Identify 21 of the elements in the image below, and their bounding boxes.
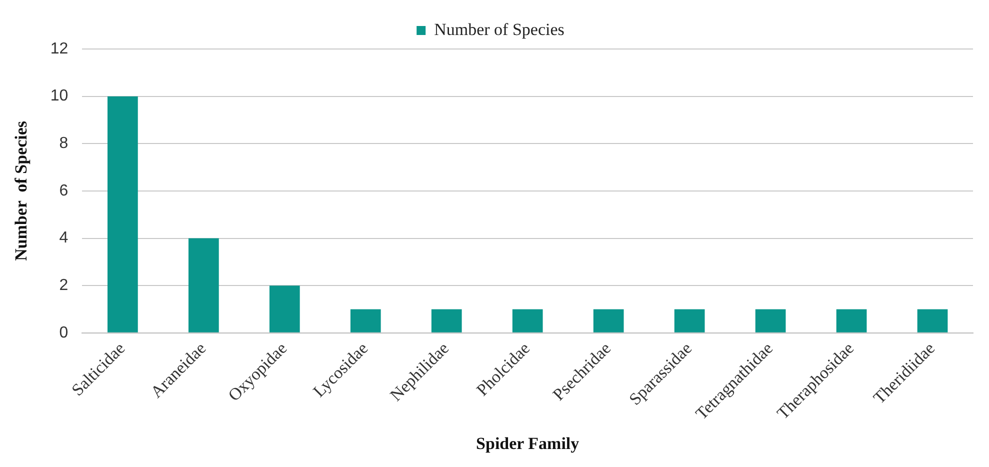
bar [108,96,138,332]
bar [188,238,219,332]
bar [674,309,705,332]
y-tick-label: 2 [59,277,68,294]
bar [593,309,624,332]
y-tick-label: 8 [59,135,68,152]
bar [269,286,300,332]
bar [836,309,867,332]
bar [350,309,381,332]
y-tick-label: 12 [50,40,68,58]
bar [755,309,786,332]
y-tick-label: 0 [59,324,68,342]
y-axis-title: Number of Species [12,120,31,261]
y-tick-label: 4 [59,230,68,247]
x-axis-title: Spider Family [476,434,580,454]
bar [512,309,543,332]
y-tick-label: 10 [50,88,68,105]
bar [917,309,948,332]
legend-label: Number of Species [434,20,564,39]
y-tick-label: 6 [59,182,68,200]
bar [431,309,462,332]
